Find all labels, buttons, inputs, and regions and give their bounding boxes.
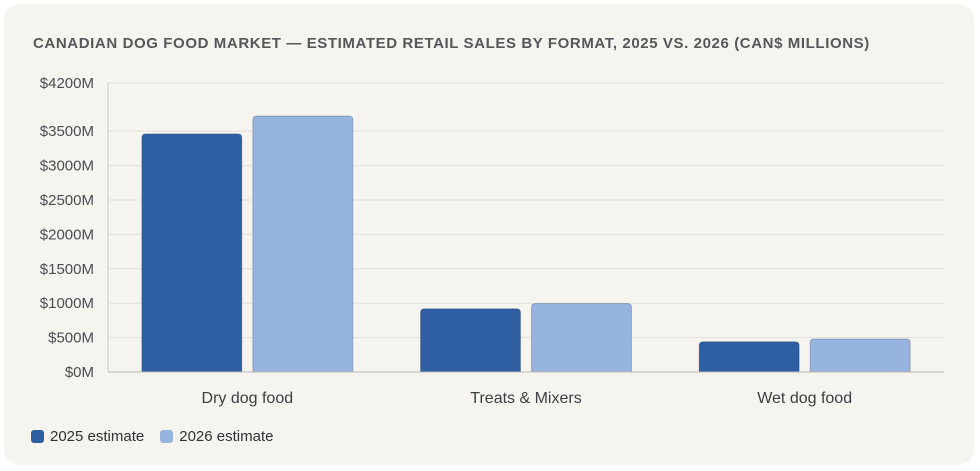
bar-2025-1 bbox=[420, 308, 521, 373]
legend-label-2026: 2026 estimate bbox=[179, 428, 274, 445]
chart-title: CANADIAN DOG FOOD MARKET — ESTIMATED RET… bbox=[33, 35, 870, 52]
bar-2025-0 bbox=[141, 133, 243, 373]
y-tick-label: $1500M bbox=[40, 261, 94, 278]
legend-label-2025: 2025 estimate bbox=[50, 428, 145, 445]
y-tick-label: $1000M bbox=[40, 295, 94, 312]
chart-legend: 2025 estimate 2026 estimate bbox=[31, 428, 273, 445]
x-tick-label: Treats & Mixers bbox=[470, 390, 581, 407]
y-tick-label: $500M bbox=[48, 330, 94, 347]
bar-2026-0 bbox=[252, 115, 354, 373]
y-tick-label: $2500M bbox=[40, 192, 94, 209]
legend-swatch-2025 bbox=[31, 430, 44, 443]
legend-item-2025: 2025 estimate bbox=[31, 428, 144, 445]
y-tick-label: $3500M bbox=[40, 123, 94, 140]
bar-2026-2 bbox=[809, 338, 911, 373]
bar-2025-2 bbox=[698, 341, 800, 373]
y-tick-label: $2000M bbox=[40, 226, 94, 243]
y-tick-label: $0M bbox=[65, 364, 94, 381]
y-tick-label: $4200M bbox=[40, 75, 94, 92]
legend-swatch-2026 bbox=[160, 430, 174, 443]
legend-item-2026: 2026 estimate bbox=[160, 428, 273, 445]
x-tick-label: Dry dog food bbox=[202, 390, 294, 407]
y-tick-label: $3000M bbox=[40, 158, 94, 175]
bar-2026-1 bbox=[531, 303, 632, 373]
x-tick-label: Wet dog food bbox=[757, 390, 852, 407]
